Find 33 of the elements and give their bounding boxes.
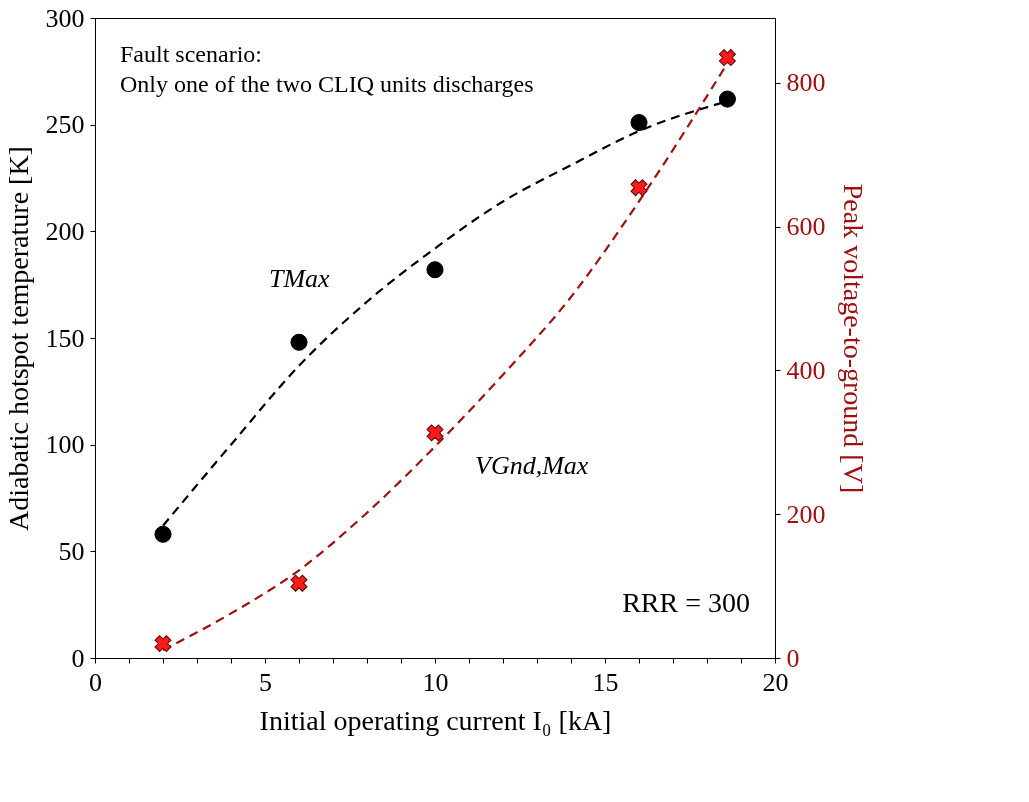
x-tick-label: 5 — [259, 667, 272, 697]
annotation: VGnd,Max — [475, 451, 589, 480]
y-tick-label: 250 — [45, 110, 85, 140]
annotation: RRR = 300 — [622, 587, 750, 618]
point — [154, 635, 172, 653]
y-tick-label: 100 — [45, 430, 85, 460]
point — [630, 179, 648, 197]
x-axis-title: Initial operating current I₀ [kA] — [259, 704, 612, 736]
y-tick-label: 200 — [45, 216, 85, 246]
point — [290, 333, 308, 351]
y-tick-label: 150 — [45, 323, 85, 353]
x-tick-label: 15 — [592, 667, 619, 697]
point — [290, 574, 308, 592]
point — [718, 49, 736, 67]
y-tick-label: 0 — [71, 643, 85, 673]
point — [154, 525, 172, 543]
y2-tick-label: 400 — [786, 355, 826, 385]
y-axis-title: Adiabatic hotspot temperature [K] — [2, 146, 34, 531]
y-tick-label: 300 — [45, 3, 85, 33]
point — [630, 113, 648, 132]
point — [426, 261, 444, 279]
y2-axis-title: Peak voltage-to-ground [V] — [837, 183, 869, 494]
x-tick-label: 10 — [422, 667, 449, 697]
annotation: Fault scenario: Only one of the two CLIQ units discharges — [120, 41, 534, 97]
point — [718, 90, 736, 108]
x-tick-label: 20 — [762, 667, 789, 697]
y2-tick-label: 200 — [786, 499, 826, 529]
y2-tick-label: 600 — [786, 212, 826, 242]
y2-tick-label: 0 — [786, 643, 800, 673]
point — [426, 424, 444, 442]
y2-tick-label: 800 — [786, 68, 826, 98]
annotation: TMax — [269, 264, 331, 294]
y-tick-label: 50 — [58, 536, 85, 566]
